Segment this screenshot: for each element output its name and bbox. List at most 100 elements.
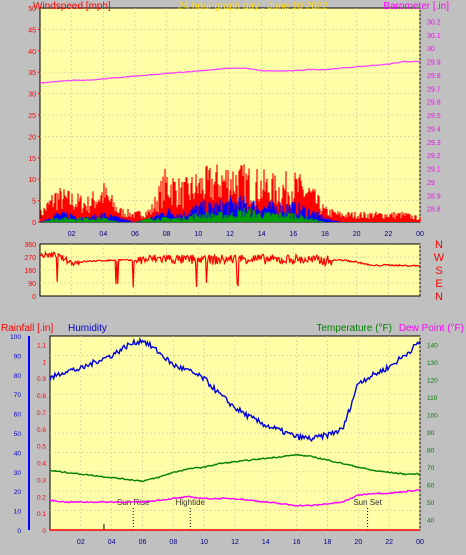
- humidity-axis-title: Humidity: [68, 323, 107, 334]
- right-tick-label: 29.9: [427, 60, 441, 67]
- dir-tick-label: 360: [24, 242, 36, 249]
- humidity-tick-label: 10: [14, 509, 22, 516]
- right-tick-label: 28.8: [427, 207, 441, 214]
- left-tick-label: 35: [28, 70, 36, 77]
- x-tick-label: 18: [324, 539, 332, 546]
- humidity-tick-label: 80: [14, 373, 22, 380]
- left-axis-title: Windspeed [mph]: [33, 1, 111, 12]
- humidity-tick-label: 90: [14, 353, 22, 360]
- humidity-tick-label: 100: [10, 334, 21, 341]
- rain-tick-label: 0.1: [37, 511, 46, 518]
- right-tick-label: 29.1: [427, 167, 441, 174]
- temp-tick-label: 90: [427, 430, 435, 437]
- left-tick-label: 5: [32, 199, 36, 206]
- dir-tick-label: 0: [32, 294, 36, 301]
- series-temperature: [49, 453, 421, 483]
- right-tick-label: 29: [427, 180, 435, 187]
- temp-tick-label: 100: [427, 413, 438, 420]
- rain-tick-label: 0.5: [37, 444, 46, 451]
- rain-tick-label: 1: [42, 359, 46, 366]
- x-tick-label: 14: [262, 539, 270, 546]
- rain-tick-label: 0: [42, 528, 46, 535]
- rain-tick-label: 0.7: [37, 410, 46, 417]
- compass-label: N: [435, 239, 443, 251]
- temp-tick-label: 70: [427, 465, 435, 472]
- right-tick-label: 29.6: [427, 100, 441, 107]
- dir-tick-label: 270: [24, 255, 36, 262]
- humidity-tick-label: 70: [14, 392, 22, 399]
- right-axis-title: Barometer [.in]: [383, 1, 449, 12]
- right-tick-label: 28.9: [427, 193, 441, 200]
- temp-tick-label: 130: [427, 360, 438, 367]
- left-tick-label: 25: [28, 113, 36, 120]
- temp-tick-label: 120: [427, 378, 438, 385]
- rain-axis-title: Rainfall [.in]: [1, 323, 53, 334]
- rain-tick-label: 0.8: [37, 393, 46, 400]
- humidity-tick-label: 20: [14, 489, 22, 496]
- left-tick-label: 10: [28, 177, 36, 184]
- humidity-tick-label: 50: [14, 431, 22, 438]
- right-tick-label: 30: [427, 46, 435, 53]
- compass-label: W: [434, 252, 445, 264]
- chart-title: 24 hour graph day : June 10 2022: [178, 1, 329, 12]
- dewpoint-axis-title: Dew Point (°F): [399, 323, 464, 334]
- rain-tick-label: 0.4: [37, 461, 46, 468]
- x-tick-label: 20: [353, 231, 361, 238]
- left-tick-label: 45: [28, 27, 36, 34]
- series-humidity: [49, 336, 421, 442]
- x-tick-label: 20: [354, 539, 362, 546]
- annotation-label: Sun Set: [353, 498, 382, 507]
- x-tick-label: 00: [416, 539, 424, 546]
- temp-tick-label: 50: [427, 500, 435, 507]
- annotation-label: Sun Rise: [117, 498, 150, 507]
- wind-baro-panel: 0 5 10 15 20 25 30 35 40 45 50 28.8 28.9 29 29.1 29.2 29…: [28, 1, 449, 238]
- x-tick-label: 08: [163, 231, 171, 238]
- x-tick-label: 12: [231, 539, 239, 546]
- compass-label: S: [435, 265, 442, 277]
- left-tick-label: 40: [28, 49, 36, 56]
- left-tick-label: 15: [28, 156, 36, 163]
- x-tick-label: 10: [200, 539, 208, 546]
- x-tick-label: 00: [416, 231, 424, 238]
- temp-tick-label: 110: [427, 395, 438, 402]
- annotation-label: Hightide: [176, 498, 206, 507]
- right-tick-label: 29.8: [427, 73, 441, 80]
- x-tick-label: 14: [258, 231, 266, 238]
- temp-tick-label: 140: [427, 343, 438, 350]
- rain-tick-label: 0.2: [37, 494, 46, 501]
- temp-tick-label: 40: [427, 518, 435, 525]
- right-tick-label: 29.3: [427, 140, 441, 147]
- rain-tick-label: 0.3: [37, 477, 46, 484]
- compass-label: E: [435, 278, 442, 290]
- humidity-tick-label: 60: [14, 412, 22, 419]
- x-tick-label: 06: [139, 539, 147, 546]
- series-wind-direction: [39, 250, 421, 288]
- series-wind-avg: [40, 207, 325, 222]
- x-tick-label: 18: [321, 231, 329, 238]
- series-barometer: [39, 60, 421, 84]
- temp-tick-label: 80: [427, 448, 435, 455]
- temp-tick-label: 60: [427, 483, 435, 490]
- dir-tick-label: 90: [28, 281, 36, 288]
- left-tick-label: 20: [28, 134, 36, 141]
- left-tick-label: 0: [32, 220, 36, 227]
- left-tick-label: 50: [28, 6, 36, 13]
- rain-tick-label: 0.9: [37, 376, 46, 383]
- x-tick-label: 08: [169, 539, 177, 546]
- x-tick-label: 04: [99, 231, 107, 238]
- x-tick-label: 10: [194, 231, 202, 238]
- temperature-axis-title: Temperature (°F): [316, 323, 392, 334]
- rain-tick-label: 1.1: [37, 342, 46, 349]
- right-tick-label: 29.4: [427, 126, 441, 133]
- right-tick-label: 29.7: [427, 86, 441, 93]
- x-tick-label: 02: [77, 539, 85, 546]
- right-tick-label: 30.1: [427, 33, 441, 40]
- series-dew-point: [49, 488, 421, 507]
- x-tick-label: 22: [384, 231, 392, 238]
- x-tick-label: 06: [131, 231, 139, 238]
- compass-label: N: [435, 291, 443, 303]
- x-tick-label: 12: [226, 231, 234, 238]
- dir-tick-label: 180: [24, 268, 36, 275]
- right-tick-label: 29.2: [427, 153, 441, 160]
